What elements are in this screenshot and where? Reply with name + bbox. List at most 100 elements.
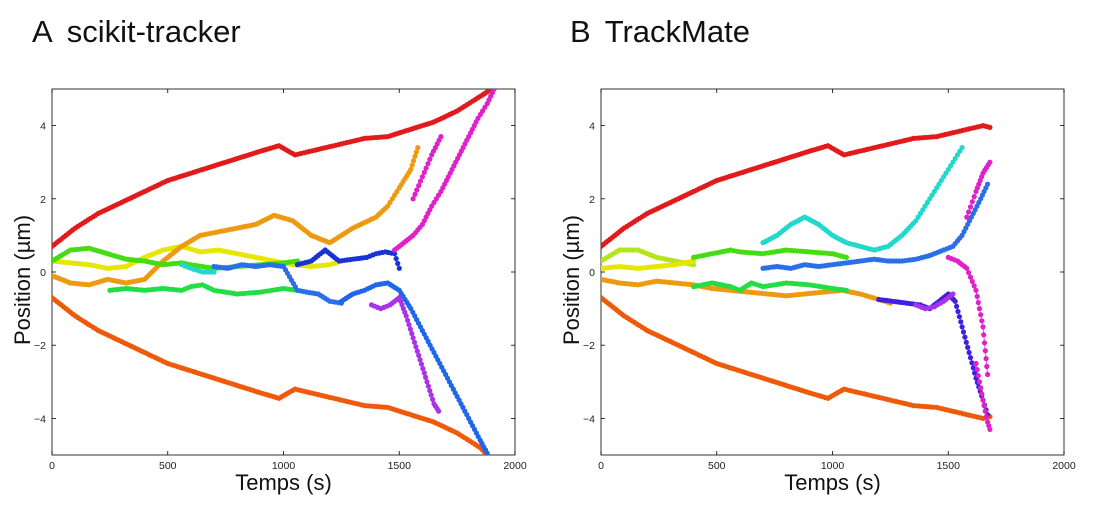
data-point: [967, 355, 974, 361]
data-point: [433, 196, 439, 202]
data-point: [411, 339, 418, 345]
data-point: [419, 174, 425, 180]
data-point: [973, 287, 979, 293]
x-tick-label: 500: [159, 460, 177, 472]
data-point: [475, 115, 481, 121]
y-tick-label: 0: [40, 267, 46, 279]
data-point: [413, 344, 419, 350]
data-point: [438, 134, 444, 140]
data-point: [407, 326, 413, 332]
data-point: [971, 283, 977, 289]
x-axis-label: Temps (s): [784, 470, 881, 495]
data-point: [978, 312, 984, 318]
data-point: [969, 360, 975, 366]
y-tick-label: 4: [40, 121, 46, 133]
x-tick-label: 1000: [821, 460, 845, 472]
data-point: [392, 251, 398, 257]
data-point: [417, 178, 424, 184]
x-tick-label: 0: [598, 460, 604, 472]
data-point: [975, 373, 981, 379]
data-point: [943, 170, 949, 176]
panel-b-title: B TrackMate: [570, 14, 750, 50]
data-point: [966, 349, 972, 356]
y-tick-label: −2: [34, 340, 46, 352]
x-tick-label: 500: [708, 460, 726, 472]
data-point: [408, 166, 414, 173]
panel-a-letter: A: [32, 14, 53, 49]
y-tick-label: 4: [589, 121, 595, 133]
data-point: [955, 308, 961, 315]
data-point: [987, 159, 993, 165]
data-point: [415, 145, 421, 151]
y-tick-label: 2: [40, 194, 46, 206]
data-point: [430, 396, 436, 402]
data-point: [396, 265, 402, 271]
data-point: [491, 89, 497, 92]
data-point: [425, 161, 431, 167]
data-point: [484, 450, 490, 455]
data-point: [965, 344, 971, 350]
data-point: [969, 199, 975, 205]
data-point: [962, 334, 968, 340]
data-point: [393, 256, 399, 262]
data-point: [410, 335, 416, 341]
panel-b-letter: B: [570, 14, 591, 49]
data-point: [982, 408, 988, 414]
data-point: [409, 330, 415, 337]
data-point: [412, 153, 418, 159]
data-point: [405, 317, 411, 323]
y-tick-label: −4: [583, 413, 595, 425]
data-point: [389, 196, 395, 202]
data-point: [427, 388, 433, 394]
data-point: [691, 258, 697, 264]
data-point: [981, 340, 988, 346]
data-point: [427, 156, 433, 162]
data-point: [963, 339, 969, 345]
data-point: [967, 274, 974, 280]
data-point: [950, 291, 956, 297]
data-point: [976, 306, 983, 312]
data-point: [983, 414, 990, 420]
data-point: [412, 191, 418, 197]
data-point: [979, 318, 985, 324]
data-point: [843, 287, 850, 293]
data-point: [980, 397, 986, 403]
data-point: [983, 356, 989, 362]
data-point: [414, 187, 420, 193]
data-point: [973, 360, 979, 367]
data-point: [960, 329, 967, 335]
x-tick-label: 1500: [937, 460, 961, 472]
data-point: [966, 270, 972, 276]
data-point: [421, 169, 427, 175]
data-point: [416, 352, 422, 358]
data-point: [958, 319, 964, 325]
data-point: [423, 165, 429, 171]
data-point: [975, 299, 981, 306]
data-point: [394, 188, 400, 195]
data-point: [418, 361, 425, 367]
data-point: [952, 298, 958, 304]
x-tick-label: 0: [49, 460, 55, 472]
x-tick-label: 2000: [1052, 460, 1076, 472]
data-point: [985, 181, 991, 187]
y-tick-label: −2: [583, 340, 595, 352]
data-point: [959, 145, 965, 151]
y-axis-label: Position (µm): [10, 215, 35, 345]
data-point: [987, 426, 993, 432]
data-point: [417, 357, 423, 363]
data-point: [416, 183, 422, 189]
y-tick-label: 2: [589, 194, 595, 206]
y-tick-label: 0: [589, 267, 595, 279]
plot-area: [601, 123, 993, 432]
data-point: [974, 367, 980, 373]
data-point: [981, 332, 987, 338]
data-point: [970, 365, 976, 371]
plot-frame: [600, 88, 1065, 456]
data-point: [395, 260, 401, 267]
data-point: [482, 104, 488, 110]
panel-b-title-text: TrackMate: [604, 14, 750, 49]
x-tick-label: 2000: [503, 460, 527, 472]
data-point: [843, 254, 850, 260]
